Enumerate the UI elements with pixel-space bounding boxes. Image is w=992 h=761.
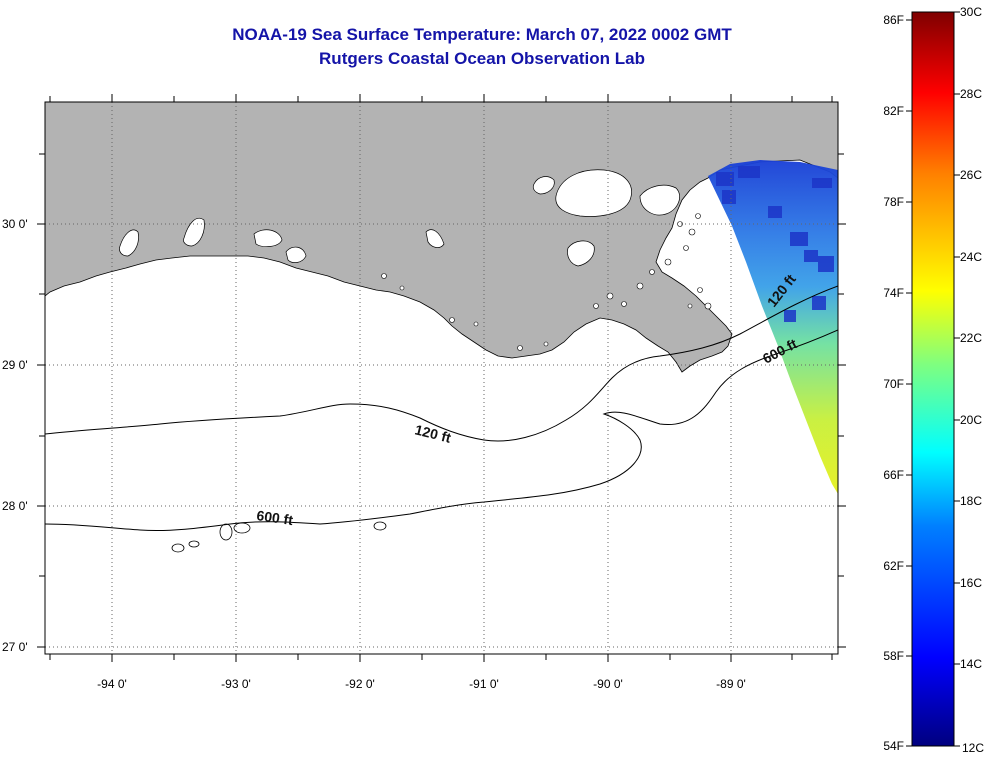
- lake-salvador: [567, 240, 595, 267]
- colorbar-f-label: 58F: [883, 649, 904, 663]
- colorbar-c-label: 20C: [960, 413, 982, 427]
- colorbar-f-label: 62F: [883, 559, 904, 573]
- map-title: NOAA-19 Sea Surface Temperature: March 0…: [232, 25, 732, 44]
- frame-ticks: [37, 94, 846, 662]
- colorbar-c-label: 30C: [960, 5, 982, 19]
- lake-sabine-east: [183, 217, 205, 247]
- lon-label-90: -90 0': [593, 677, 623, 691]
- colorbar-c-label: 26C: [960, 168, 982, 182]
- map-subtitle: Rutgers Coastal Ocean Observation Lab: [319, 49, 645, 68]
- colorbar-f-label: 66F: [883, 468, 904, 482]
- colorbar-f-label: 74F: [883, 286, 904, 300]
- lake-maurepas: [532, 176, 555, 195]
- contour-120ft: [45, 285, 838, 442]
- map-frame: [44, 101, 839, 655]
- lat-label-28: 28 0': [2, 499, 28, 513]
- lon-label-93: -93 0': [221, 677, 251, 691]
- colorbar-c-label: 16C: [960, 576, 982, 590]
- colorbar-c-label: 22C: [960, 331, 982, 345]
- contour-label-600ft-west: 600 ft: [256, 507, 295, 528]
- colorbar-f-label: 82F: [883, 104, 904, 118]
- colorbar-f-label: 78F: [883, 195, 904, 209]
- white-lake: [253, 229, 283, 247]
- colorbar-c-label: 24C: [960, 250, 982, 264]
- lon-label-94: -94 0': [97, 677, 127, 691]
- grand-lake: [285, 246, 307, 263]
- lat-label-27: 27 0': [2, 640, 28, 654]
- lake-pontchartrain: [555, 169, 632, 217]
- delta-marsh-texture: [381, 213, 712, 351]
- sst-colorbar: [911, 11, 955, 747]
- lon-label-92: -92 0': [345, 677, 375, 691]
- colorbar-c-label: 12C: [962, 741, 984, 755]
- atchafalaya-lake: [425, 229, 445, 248]
- colorbar-c-label: 28C: [960, 87, 982, 101]
- lat-label-30: 30 0': [2, 217, 28, 231]
- colorbar-c-label: 14C: [960, 657, 982, 671]
- land-mass: [45, 102, 838, 373]
- swath-cool-patches: [716, 166, 834, 322]
- lon-label-89: -89 0': [716, 677, 746, 691]
- contour-islands: [171, 521, 387, 553]
- lon-label-91: -91 0': [469, 677, 499, 691]
- colorbar-c-label: 18C: [960, 494, 982, 508]
- graticule: [45, 102, 838, 654]
- colorbar-ticks: [906, 11, 960, 747]
- colorbar-f-label: 86F: [883, 13, 904, 27]
- colorbar-f-label: 70F: [883, 377, 904, 391]
- lat-label-29: 29 0': [2, 358, 28, 372]
- lake-calcasieu: [119, 229, 139, 257]
- colorbar-f-label: 54F: [883, 739, 904, 753]
- lake-borgne: [639, 184, 680, 216]
